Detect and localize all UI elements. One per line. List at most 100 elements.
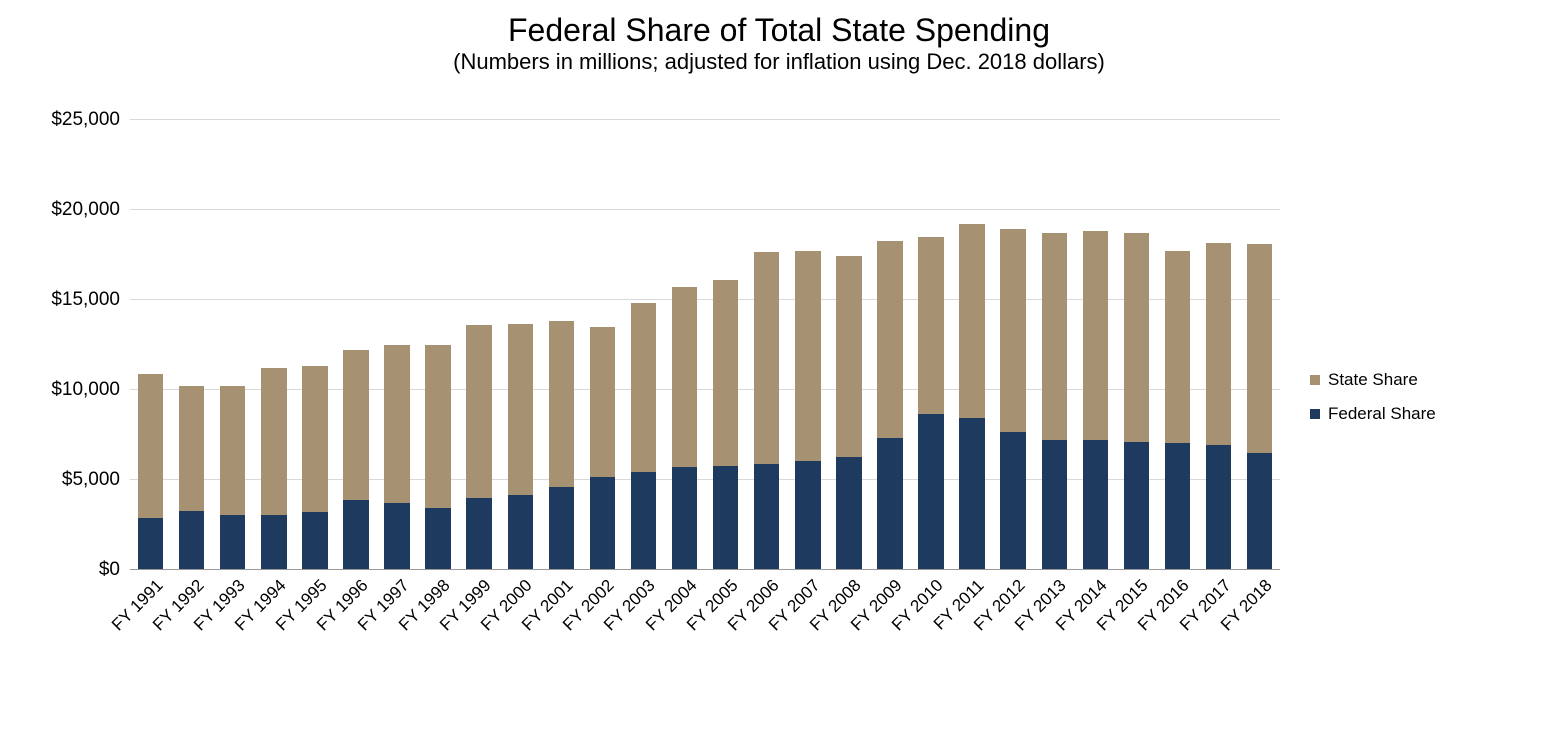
bar-segment-federal-share: [302, 512, 327, 571]
bar-segment-state-share: [302, 366, 327, 512]
bar-group: FY 1994: [253, 120, 294, 570]
bar-group: FY 2009: [869, 120, 910, 570]
bar-group: FY 2011: [952, 120, 993, 570]
bar-group: FY 1997: [376, 120, 417, 570]
bar-group: FY 2014: [1075, 120, 1116, 570]
bar-segment-federal-share: [138, 518, 163, 570]
stacked-bar: [795, 251, 820, 570]
bar-segment-federal-share: [1124, 442, 1149, 570]
bar-segment-state-share: [425, 345, 450, 508]
bar-segment-federal-share: [1247, 453, 1272, 570]
bar-segment-state-share: [836, 256, 861, 457]
legend-item-federal-share: Federal Share: [1310, 404, 1436, 424]
bar-segment-state-share: [631, 303, 656, 472]
y-axis-label: $15,000: [51, 289, 120, 311]
bar-segment-federal-share: [466, 498, 491, 570]
bar-segment-state-share: [590, 327, 615, 477]
bar-group: FY 2003: [623, 120, 664, 570]
bar-segment-federal-share: [877, 438, 902, 570]
bar-group: FY 2006: [746, 120, 787, 570]
bar-segment-state-share: [220, 386, 245, 516]
stacked-bar: [590, 327, 615, 570]
bar-group: FY 1999: [459, 120, 500, 570]
plot-area: FY 1991FY 1992FY 1993FY 1994FY 1995FY 19…: [130, 120, 1280, 570]
stacked-bar: [179, 386, 204, 570]
bar-group: FY 2004: [664, 120, 705, 570]
bar-group: FY 2018: [1239, 120, 1280, 570]
bar-segment-state-share: [1042, 233, 1067, 441]
bar-group: FY 2017: [1198, 120, 1239, 570]
bar-group: FY 1996: [335, 120, 376, 570]
bar-group: FY 2008: [828, 120, 869, 570]
y-axis-label: $25,000: [51, 109, 120, 131]
chart-container: Federal Share of Total State Spending (N…: [0, 0, 1558, 732]
bar-group: FY 2010: [910, 120, 951, 570]
bar-segment-state-share: [179, 386, 204, 511]
chart-title: Federal Share of Total State Spending: [0, 12, 1558, 49]
bar-segment-state-share: [1165, 251, 1190, 444]
bar-segment-federal-share: [1000, 432, 1025, 570]
bar-segment-federal-share: [672, 467, 697, 571]
bar-segment-federal-share: [631, 472, 656, 570]
y-axis-label: $20,000: [51, 199, 120, 221]
legend-swatch-icon: [1310, 409, 1320, 419]
bar-group: FY 1998: [418, 120, 459, 570]
stacked-bar: [343, 350, 368, 570]
bar-segment-federal-share: [220, 515, 245, 570]
bar-group: FY 2002: [582, 120, 623, 570]
bar-group: FY 2015: [1116, 120, 1157, 570]
bar-segment-state-share: [918, 237, 943, 414]
stacked-bar: [138, 374, 163, 570]
bar-segment-state-share: [672, 287, 697, 466]
stacked-bar: [754, 252, 779, 570]
stacked-bar: [261, 368, 286, 570]
bar-segment-state-share: [754, 252, 779, 464]
bar-segment-state-share: [261, 368, 286, 515]
stacked-bar: [631, 303, 656, 570]
bar-segment-state-share: [466, 325, 491, 498]
legend: State Share Federal Share: [1310, 370, 1436, 438]
bar-segment-federal-share: [1165, 443, 1190, 570]
chart-subtitle: (Numbers in millions; adjusted for infla…: [0, 49, 1558, 75]
bar-segment-federal-share: [343, 500, 368, 570]
stacked-bar: [1247, 244, 1272, 570]
stacked-bar: [1124, 233, 1149, 570]
bar-segment-state-share: [1124, 233, 1149, 442]
bar-segment-state-share: [138, 374, 163, 518]
bar-group: FY 2016: [1157, 120, 1198, 570]
bar-segment-state-share: [959, 224, 984, 418]
bar-segment-federal-share: [261, 515, 286, 570]
stacked-bar: [918, 237, 943, 570]
bar-group: FY 1991: [130, 120, 171, 570]
bar-segment-state-share: [713, 280, 738, 465]
bar-segment-federal-share: [179, 511, 204, 570]
bar-group: FY 2007: [787, 120, 828, 570]
bar-segment-state-share: [1247, 244, 1272, 453]
stacked-bar: [1042, 233, 1067, 570]
stacked-bar: [877, 241, 902, 570]
stacked-bar: [1000, 229, 1025, 570]
stacked-bar: [1165, 251, 1190, 570]
legend-label: Federal Share: [1328, 404, 1436, 424]
stacked-bar: [959, 224, 984, 570]
stacked-bar: [302, 366, 327, 570]
y-axis-label: $0: [99, 559, 120, 581]
bar-segment-federal-share: [508, 495, 533, 570]
stacked-bar: [425, 345, 450, 570]
bar-segment-federal-share: [590, 477, 615, 570]
bar-group: FY 1995: [294, 120, 335, 570]
stacked-bar: [508, 324, 533, 570]
bar-segment-federal-share: [549, 487, 574, 570]
stacked-bar: [836, 256, 861, 570]
bar-segment-federal-share: [1206, 445, 1231, 570]
stacked-bar: [384, 345, 409, 570]
bar-segment-federal-share: [959, 418, 984, 570]
bar-segment-state-share: [1000, 229, 1025, 432]
bars-container: FY 1991FY 1992FY 1993FY 1994FY 1995FY 19…: [130, 120, 1280, 570]
bar-segment-state-share: [1083, 231, 1108, 441]
stacked-bar: [549, 321, 574, 570]
bar-group: FY 2000: [500, 120, 541, 570]
bar-segment-federal-share: [795, 461, 820, 570]
stacked-bar: [1083, 231, 1108, 570]
stacked-bar: [1206, 243, 1231, 570]
